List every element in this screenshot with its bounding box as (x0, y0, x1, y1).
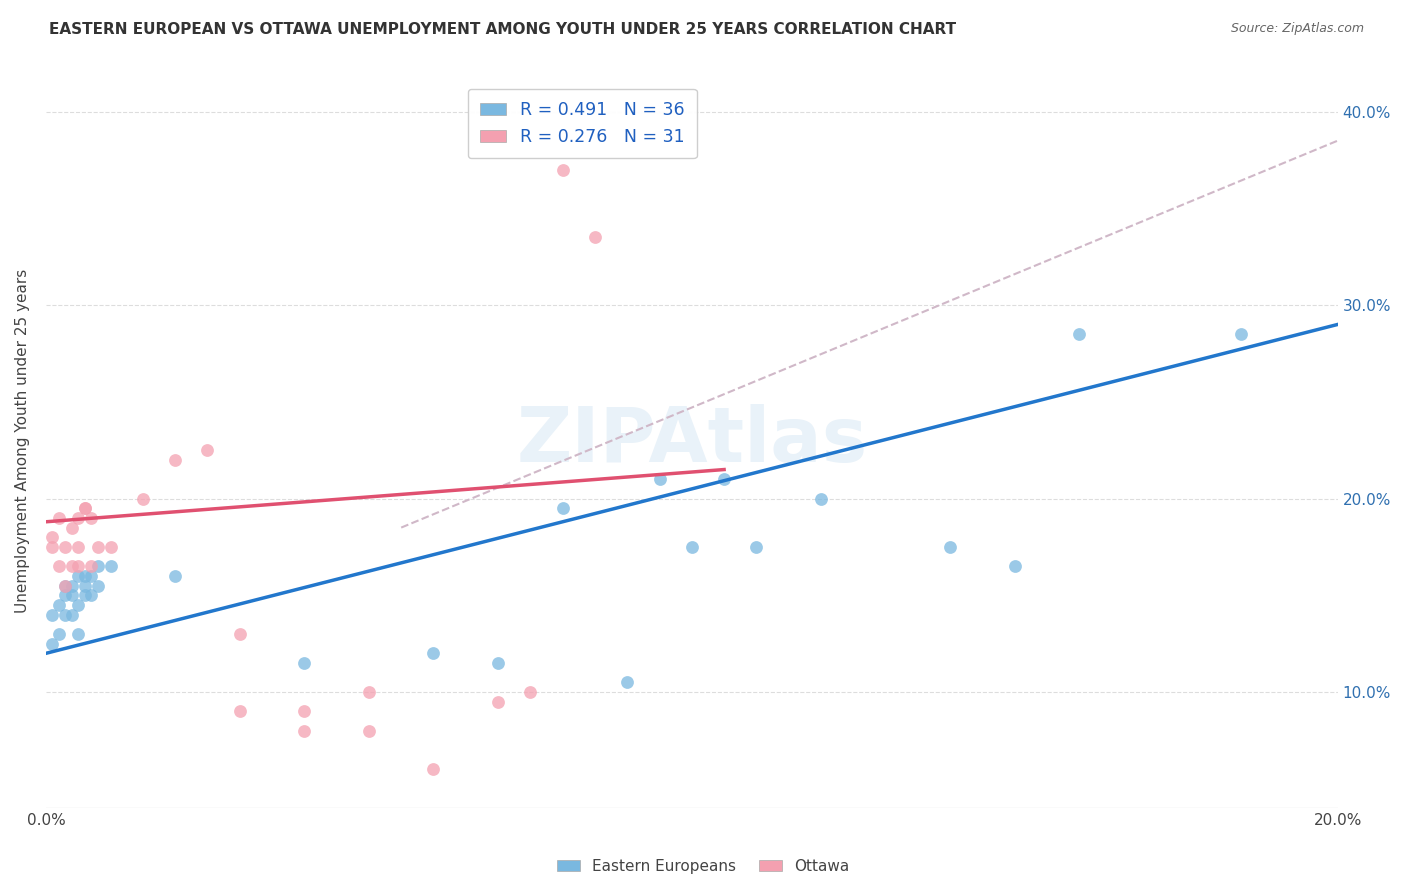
Point (86, 540, 108, 554)
Point (41, 607, 63, 622)
Legend: Eastern Europeans, Ottawa: Eastern Europeans, Ottawa (551, 853, 855, 880)
Point (67, 559, 90, 574)
Point (165, 569, 187, 583)
Point (422, 646, 444, 660)
Point (1229, 327, 1251, 342)
Point (292, 723, 315, 738)
Point (67, 540, 90, 554)
Point (1069, 327, 1091, 342)
Point (53, 607, 76, 622)
Point (713, 472, 735, 486)
Point (357, 723, 380, 738)
Legend: R = 0.491   N = 36, R = 0.276   N = 31: R = 0.491 N = 36, R = 0.276 N = 31 (468, 89, 697, 158)
Point (73, 569, 96, 583)
Point (48, 627, 70, 641)
Point (41, 637, 63, 651)
Point (1004, 559, 1026, 574)
Point (616, 675, 638, 690)
Point (67, 627, 90, 641)
Point (73, 501, 96, 516)
Y-axis label: Unemployment Among Youth under 25 years: Unemployment Among Youth under 25 years (15, 268, 30, 613)
Point (67, 511, 90, 525)
Point (60, 607, 83, 622)
Point (100, 540, 122, 554)
Text: ZIPAtlas: ZIPAtlas (516, 403, 868, 477)
Point (551, 162, 574, 177)
Point (100, 559, 122, 574)
Point (73, 588, 96, 602)
Point (60, 520, 83, 534)
Point (41, 530, 63, 544)
Point (681, 540, 703, 554)
Text: Source: ZipAtlas.com: Source: ZipAtlas.com (1230, 22, 1364, 36)
Point (745, 540, 768, 554)
Point (197, 443, 219, 458)
Point (80, 559, 103, 574)
Point (48, 598, 70, 612)
Point (60, 559, 83, 574)
Point (165, 453, 187, 467)
Point (228, 704, 250, 718)
Point (73, 501, 96, 516)
Point (53, 579, 76, 593)
Point (60, 588, 83, 602)
Point (67, 598, 90, 612)
Point (551, 501, 574, 516)
Point (41, 540, 63, 554)
Point (648, 472, 671, 486)
Point (486, 656, 509, 670)
Point (80, 511, 103, 525)
Point (519, 685, 541, 699)
Point (228, 627, 250, 641)
Point (292, 656, 315, 670)
Point (80, 588, 103, 602)
Point (48, 511, 70, 525)
Point (60, 579, 83, 593)
Point (810, 491, 832, 506)
Point (132, 491, 155, 506)
Point (53, 579, 76, 593)
Point (48, 559, 70, 574)
Point (422, 763, 444, 777)
Point (583, 230, 606, 244)
Point (292, 704, 315, 718)
Point (53, 588, 76, 602)
Point (939, 540, 962, 554)
Text: EASTERN EUROPEAN VS OTTAWA UNEMPLOYMENT AMONG YOUTH UNDER 25 YEARS CORRELATION C: EASTERN EUROPEAN VS OTTAWA UNEMPLOYMENT … (49, 22, 956, 37)
Point (80, 569, 103, 583)
Point (357, 685, 380, 699)
Point (67, 569, 90, 583)
Point (53, 540, 76, 554)
Point (73, 579, 96, 593)
Point (86, 559, 108, 574)
Point (86, 579, 108, 593)
Point (486, 695, 509, 709)
